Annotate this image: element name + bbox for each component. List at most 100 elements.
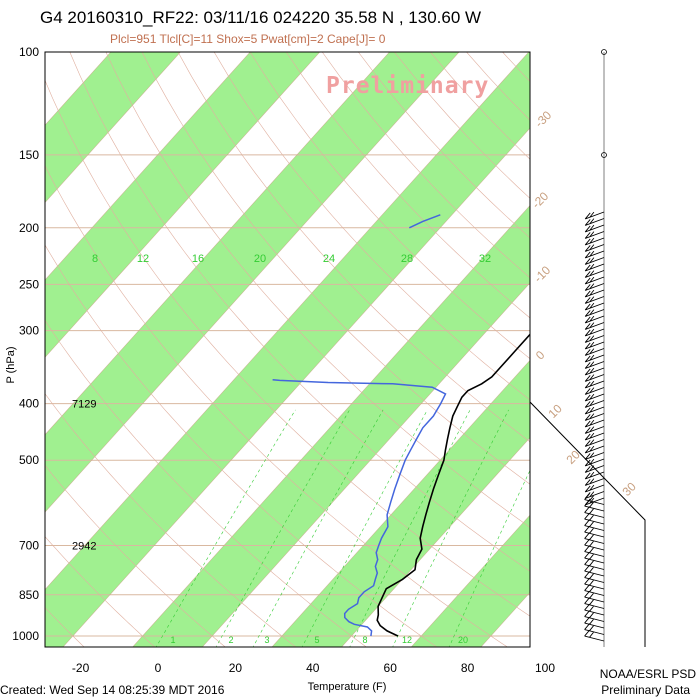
mixing-ratio-lines: [155, 409, 530, 647]
dry-adiabat: [575, 52, 700, 648]
wind-barb: [584, 623, 605, 635]
y-tick-label: 250: [19, 277, 39, 291]
mixing-ratio-label-bottom: 1: [170, 635, 175, 645]
dry-adiabat: [69, 52, 530, 572]
y-axis-label: P (hPa): [5, 346, 17, 383]
mixing-ratio-label-bottom: 12: [402, 635, 412, 645]
isotherm: [45, 52, 321, 358]
wind-barb: [584, 296, 605, 304]
temperature-line: [376, 333, 530, 637]
dry-adiabat: [213, 52, 530, 401]
wind-panel: [529, 49, 646, 647]
isotherm: [45, 52, 251, 281]
isotherm: [341, 437, 530, 647]
isotherm-lines: [45, 25, 700, 648]
wind-barb: [584, 629, 605, 642]
wind-barb: [584, 484, 605, 493]
wind-barb: [584, 380, 605, 389]
mixing-ratio-label-bottom: 3: [264, 635, 269, 645]
dry-adiabat: [45, 79, 530, 617]
wind-barb: [584, 257, 605, 265]
wind-barb: [584, 374, 605, 382]
y-tick-label: 850: [19, 588, 39, 602]
wind-barb: [584, 525, 605, 538]
wind-barb: [584, 400, 605, 408]
x-tick-label: 100: [535, 661, 555, 675]
mixing-ratio-label-top: 24: [323, 253, 335, 265]
preliminary-watermark: Preliminary: [326, 73, 489, 99]
wind-barb: [584, 309, 605, 317]
isotherm-band: [689, 25, 700, 648]
mixing-ratio-label-top: 16: [192, 253, 204, 265]
wind-barb: [584, 452, 605, 460]
wind-barb: [584, 367, 605, 376]
calm-circle: [601, 152, 607, 158]
mixing-ratio-line: [349, 409, 471, 647]
wind-barb: [584, 478, 605, 486]
x-tick-label: 0: [155, 661, 162, 675]
wind-barb: [584, 577, 605, 590]
isotherm: [132, 205, 530, 647]
wind-barb: [584, 237, 605, 246]
wind-barb: [584, 545, 605, 557]
wind-panel-outline: [529, 52, 646, 647]
wind-barb: [584, 289, 605, 298]
mixing-ratio-line: [301, 409, 428, 647]
right-panel-label: NOAA/ESRL PSD: [600, 667, 697, 681]
wind-barb: [584, 335, 605, 343]
dewpoint-upper-line: [408, 214, 441, 229]
wind-barb: [584, 231, 605, 239]
wind-barb: [584, 224, 605, 233]
wind-barb: [584, 413, 605, 421]
height-annotation: 7129: [72, 399, 96, 411]
wind-barb: [584, 211, 605, 220]
wind-barb: [584, 419, 605, 428]
mixing-ratio-label-top: 20: [254, 253, 266, 265]
isotherm: [271, 359, 530, 647]
x-tick-label: 80: [461, 661, 475, 675]
dry-adiabat: [45, 393, 297, 647]
wind-barb: [584, 322, 605, 330]
isobar-lines: [45, 52, 530, 637]
wind-barb: [584, 558, 605, 570]
created-footer: Created: Wed Sep 14 08:25:39 MDT 2016: [0, 683, 225, 697]
x-axis-tick-labels: -20 0 20 40 60 80 100: [72, 661, 555, 675]
mixing-ratio-label-bottom: 2: [228, 635, 233, 645]
dry-adiabat: [249, 52, 530, 360]
chart-subtitle: Plcl=951 Tlcl[C]=11 Shox=5 Pwat[cm]=2 Ca…: [110, 32, 386, 46]
dry-adiabat: [45, 536, 156, 647]
mixing-ratio-label-bottom: 20: [458, 635, 468, 645]
isotherm: [201, 282, 530, 647]
isotherm-label: 0: [533, 348, 548, 363]
calm-circle: [601, 49, 607, 55]
isotherm-labels: -30 -20 -10 0 10 20 30: [529, 108, 639, 499]
isotherm: [619, 25, 700, 648]
mixing-ratio-label-top: 28: [401, 253, 413, 265]
isotherm: [45, 52, 390, 436]
wind-barb: [584, 354, 605, 363]
wind-barb: [584, 465, 605, 473]
mixing-ratio-line: [392, 409, 509, 647]
wind-barb: [584, 348, 605, 356]
isotherm: [689, 25, 700, 648]
mixing-ratio-labels: 8 12 16 20 24 28 321 2 3 5 8 12 20: [92, 253, 491, 645]
dry-adiabat: [45, 165, 508, 647]
mixing-ratio-line: [252, 409, 384, 647]
x-tick-label: 20: [229, 661, 243, 675]
wind-barb: [584, 519, 605, 531]
wind-barb: [584, 499, 605, 512]
y-tick-label: 100: [19, 45, 39, 59]
dry-adiabat: [539, 52, 700, 648]
dry-adiabat: [177, 52, 530, 443]
wind-barb: [584, 218, 605, 226]
dry-adiabat: [611, 52, 700, 648]
isotherm: [549, 25, 700, 648]
dry-adiabat-lines: [45, 52, 700, 648]
height-annotations: 7129 2942: [72, 399, 96, 553]
y-tick-label: 150: [19, 148, 39, 162]
wind-barb: [584, 387, 605, 395]
mixing-ratio-label-top: 12: [137, 253, 149, 265]
y-tick-label: 700: [19, 539, 39, 553]
isotherm-band: [549, 25, 700, 648]
